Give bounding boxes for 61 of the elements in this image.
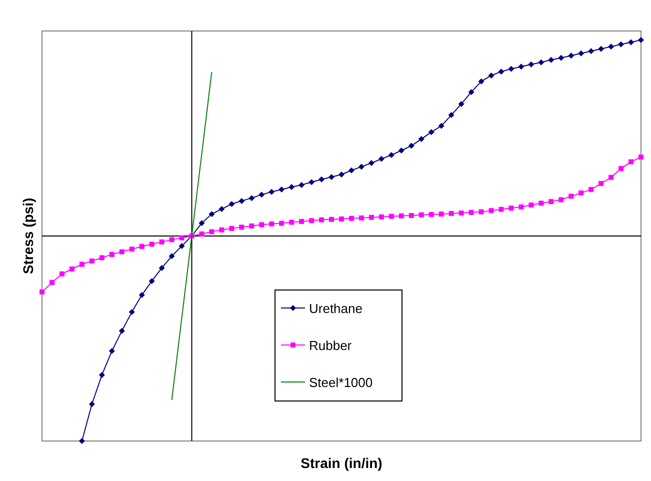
point [258, 192, 265, 198]
point [548, 56, 554, 63]
point [348, 167, 354, 174]
point [538, 59, 544, 66]
point [428, 129, 434, 136]
point [588, 48, 594, 54]
point [98, 372, 105, 378]
legend-label: Urethane [309, 301, 362, 316]
point [558, 54, 564, 61]
point [208, 211, 215, 218]
point [368, 160, 374, 166]
point [88, 401, 95, 408]
point [468, 89, 474, 96]
point [638, 37, 644, 44]
point [128, 309, 135, 316]
point [118, 328, 125, 334]
point [378, 156, 384, 162]
point [528, 61, 534, 68]
point [608, 44, 614, 50]
point [198, 220, 205, 226]
point [158, 264, 165, 271]
point [278, 186, 285, 192]
point [318, 176, 325, 182]
point [218, 206, 225, 212]
point [398, 148, 404, 154]
point [238, 198, 245, 204]
point [618, 41, 624, 48]
point [418, 136, 424, 142]
point [478, 78, 484, 84]
point [518, 64, 524, 70]
point [498, 68, 504, 75]
point [568, 52, 574, 59]
point [598, 46, 604, 52]
x-axis-title: Strain (in/in) [300, 455, 382, 471]
point [358, 164, 364, 170]
point [78, 438, 85, 444]
point [298, 182, 305, 188]
point [458, 100, 464, 107]
point [138, 292, 145, 298]
point [268, 188, 275, 195]
point [108, 348, 115, 354]
legend-label: Steel*1000 [309, 375, 373, 390]
point [578, 50, 584, 56]
point [488, 72, 494, 78]
point [148, 278, 155, 284]
legend-label: Rubber [309, 338, 352, 353]
point [248, 195, 255, 202]
point [328, 174, 335, 180]
point [438, 122, 444, 129]
point [338, 172, 344, 178]
point [508, 66, 514, 72]
point [448, 112, 454, 118]
point [288, 184, 295, 190]
point [388, 152, 394, 158]
point [408, 142, 414, 149]
y-axis-title: Stress (psi) [20, 198, 36, 274]
point [168, 253, 175, 260]
point [308, 179, 315, 186]
point [228, 201, 235, 208]
point [628, 39, 634, 46]
point [178, 243, 185, 250]
